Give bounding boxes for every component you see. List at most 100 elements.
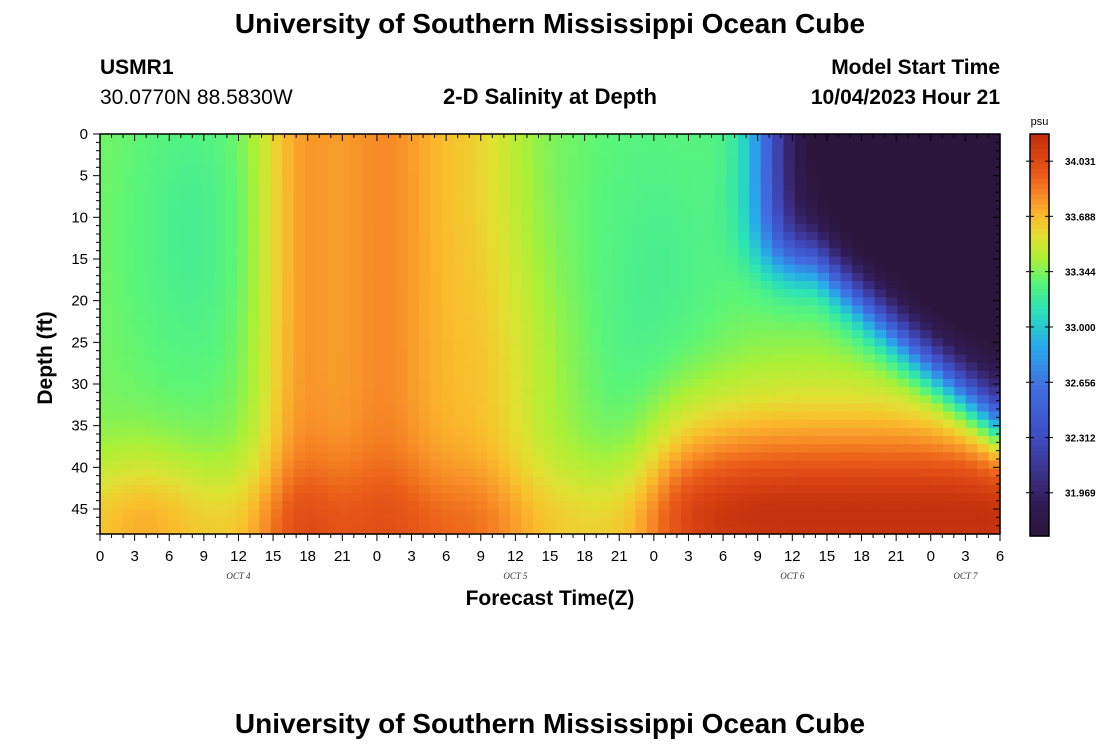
- heatmap-cell: [305, 444, 318, 453]
- heatmap-cell: [418, 419, 431, 429]
- heatmap-cell: [339, 199, 352, 209]
- heatmap-cell: [760, 207, 773, 217]
- heatmap-cell: [145, 166, 158, 176]
- heatmap-cell: [213, 493, 226, 502]
- heatmap-cell: [532, 485, 545, 494]
- heatmap-cell: [168, 509, 181, 519]
- heatmap-cell: [282, 395, 295, 404]
- heatmap-cell: [794, 158, 807, 168]
- heatmap-cell: [829, 395, 842, 404]
- heatmap-cell: [225, 468, 238, 478]
- heatmap-cell: [806, 509, 819, 519]
- heatmap-cell: [339, 329, 352, 339]
- heatmap-cell: [863, 370, 876, 380]
- heatmap-cell: [407, 419, 420, 429]
- heatmap-cell: [327, 329, 340, 339]
- heatmap-cell: [464, 395, 477, 404]
- heatmap-cell: [589, 305, 602, 315]
- heatmap-cell: [851, 272, 864, 282]
- heatmap-cell: [589, 199, 602, 209]
- heatmap-cell: [145, 387, 158, 396]
- heatmap-cell: [544, 378, 557, 388]
- x-tick-label: 21: [888, 548, 905, 565]
- heatmap-cell: [236, 403, 249, 413]
- heatmap-cell: [658, 166, 671, 176]
- heatmap-cell: [350, 493, 363, 502]
- colorbar-segment: [1030, 259, 1049, 266]
- heatmap-cell: [282, 321, 295, 331]
- colorbar-tick-label: 31.969: [1065, 489, 1096, 500]
- heatmap-cell: [202, 395, 215, 404]
- heatmap-cell: [453, 264, 466, 274]
- heatmap-cell: [624, 248, 637, 258]
- heatmap-cell: [624, 411, 637, 421]
- heatmap-cell: [692, 427, 705, 437]
- heatmap-cell: [145, 256, 158, 266]
- heatmap-cell: [282, 297, 295, 307]
- heatmap-cell: [168, 240, 181, 249]
- heatmap-cell: [316, 150, 329, 160]
- heatmap-cell: [635, 174, 648, 184]
- heatmap-cell: [236, 264, 249, 274]
- heatmap-cell: [897, 158, 910, 168]
- heatmap-cell: [168, 387, 181, 396]
- colorbar-tick-label: 33.000: [1065, 323, 1096, 334]
- heatmap-cell: [202, 272, 215, 282]
- heatmap-cell: [794, 150, 807, 160]
- heatmap-cell: [498, 134, 511, 143]
- heatmap-cell: [977, 199, 990, 209]
- heatmap-cell: [521, 272, 534, 282]
- heatmap-cell: [589, 174, 602, 184]
- heatmap-cell: [624, 517, 637, 527]
- heatmap-cell: [339, 231, 352, 241]
- heatmap-cell: [316, 452, 329, 462]
- heatmap-cell: [726, 248, 739, 258]
- heatmap-cell: [191, 485, 204, 494]
- heatmap-cell: [350, 436, 363, 445]
- heatmap-cell: [453, 517, 466, 527]
- heatmap-cell: [396, 191, 409, 200]
- heatmap-cell: [453, 142, 466, 151]
- heatmap-cell: [977, 215, 990, 225]
- heatmap-cell: [350, 419, 363, 429]
- heatmap-cell: [100, 231, 112, 241]
- heatmap-cell: [840, 427, 853, 437]
- heatmap-cell: [817, 174, 830, 184]
- heatmap-cell: [475, 485, 488, 494]
- heatmap-cell: [111, 354, 124, 364]
- heatmap-cell: [897, 436, 910, 445]
- heatmap-cell: [669, 305, 682, 315]
- day-label: OCT 6: [780, 571, 805, 581]
- heatmap-cell: [920, 191, 933, 200]
- heatmap-cell: [213, 329, 226, 339]
- heatmap-cell: [646, 346, 659, 355]
- heatmap-cell: [943, 436, 956, 445]
- heatmap-cell: [749, 362, 762, 372]
- heatmap-cell: [624, 150, 637, 160]
- heatmap-cell: [772, 378, 785, 388]
- heatmap-cell: [350, 501, 363, 511]
- heatmap-cell: [931, 272, 944, 282]
- heatmap-cell: [851, 403, 864, 413]
- heatmap-cell: [920, 493, 933, 502]
- heatmap-cell: [806, 231, 819, 241]
- heatmap-cell: [213, 240, 226, 249]
- heatmap-cell: [293, 142, 306, 151]
- heatmap-cell: [692, 297, 705, 307]
- heatmap-cell: [669, 191, 682, 200]
- heatmap-cell: [567, 191, 580, 200]
- heatmap-cell: [168, 419, 181, 429]
- heatmap-cell: [145, 134, 158, 143]
- heatmap-cell: [715, 411, 728, 421]
- heatmap-cell: [692, 387, 705, 396]
- heatmap-cell: [681, 362, 693, 372]
- heatmap-cell: [988, 313, 1001, 323]
- heatmap-cell: [179, 321, 192, 331]
- heatmap-cell: [407, 427, 420, 437]
- heatmap-cell: [487, 174, 500, 184]
- x-axis-label: Forecast Time(Z): [466, 587, 635, 610]
- heatmap-cell: [305, 338, 318, 347]
- heatmap-cell: [236, 427, 249, 437]
- colorbar-segment: [1030, 224, 1049, 231]
- heatmap-cell: [305, 370, 318, 380]
